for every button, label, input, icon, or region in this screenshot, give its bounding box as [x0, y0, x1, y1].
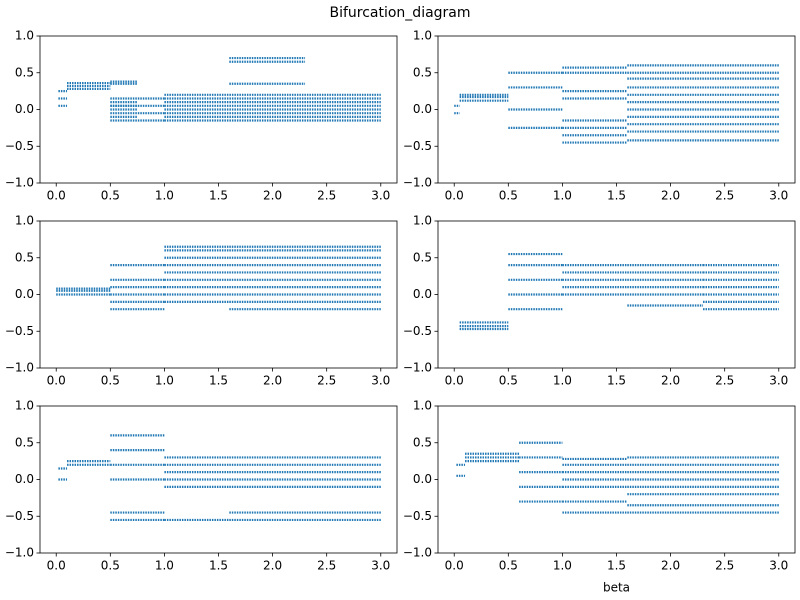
x-tick-label: 1.5	[607, 374, 626, 388]
x-tick-label: 1.0	[553, 559, 572, 573]
y-tick-label: 0.5	[15, 250, 34, 264]
x-tick-label: 1.5	[607, 559, 626, 573]
y-tick-label: 0.0	[15, 102, 34, 116]
x-tick-label: 0.5	[499, 189, 518, 203]
x-tick-label: 0.5	[499, 559, 518, 573]
x-tick-label: 0.0	[445, 189, 464, 203]
y-tick-label: −0.5	[403, 139, 432, 153]
y-tick-label: 1.0	[15, 399, 34, 413]
y-tick-label: 0.0	[413, 102, 432, 116]
x-tick-label: 2.5	[317, 559, 336, 573]
y-tick-label: −1.0	[5, 546, 34, 560]
x-tick-label: 3.0	[769, 559, 788, 573]
x-tick-label: 2.5	[715, 189, 734, 203]
x-tick-label: 0.0	[445, 374, 464, 388]
y-tick-label: −1.0	[5, 176, 34, 190]
figure-title: Bifurcation_diagram	[329, 5, 470, 21]
x-tick-label: 1.5	[209, 189, 228, 203]
y-tick-label: −1.0	[403, 546, 432, 560]
x-tick-label: 2.0	[263, 559, 282, 573]
y-tick-label: 0.0	[413, 472, 432, 486]
x-axis-label: beta	[603, 581, 630, 595]
y-tick-label: 0.0	[15, 287, 34, 301]
x-tick-label: 1.5	[209, 374, 228, 388]
y-tick-label: 0.5	[413, 250, 432, 264]
y-tick-label: −0.5	[5, 509, 34, 523]
y-tick-label: −1.0	[5, 361, 34, 375]
x-tick-label: 2.0	[263, 374, 282, 388]
x-tick-label: 2.0	[263, 189, 282, 203]
x-tick-label: 0.5	[101, 559, 120, 573]
y-tick-label: 1.0	[15, 29, 34, 43]
x-tick-label: 0.5	[499, 374, 518, 388]
x-tick-label: 0.5	[101, 189, 120, 203]
x-tick-label: 1.5	[209, 559, 228, 573]
y-tick-label: 1.0	[413, 29, 432, 43]
x-tick-label: 0.0	[47, 374, 66, 388]
x-tick-label: 2.5	[715, 374, 734, 388]
y-tick-label: −0.5	[5, 324, 34, 338]
y-tick-label: −1.0	[403, 176, 432, 190]
x-tick-label: 0.0	[47, 189, 66, 203]
x-tick-label: 2.5	[715, 559, 734, 573]
x-tick-label: 1.5	[607, 189, 626, 203]
y-tick-label: 0.0	[15, 472, 34, 486]
x-tick-label: 0.0	[445, 559, 464, 573]
x-tick-label: 1.0	[553, 189, 572, 203]
x-tick-label: 1.0	[155, 374, 174, 388]
y-tick-label: 0.5	[15, 435, 34, 449]
y-tick-label: 1.0	[15, 214, 34, 228]
x-tick-label: 2.0	[661, 559, 680, 573]
x-tick-label: 0.5	[101, 374, 120, 388]
x-tick-label: 2.5	[317, 189, 336, 203]
x-tick-label: 2.0	[661, 189, 680, 203]
x-tick-label: 3.0	[371, 189, 390, 203]
x-tick-label: 3.0	[769, 374, 788, 388]
x-tick-label: 1.0	[155, 559, 174, 573]
y-tick-label: 0.0	[413, 287, 432, 301]
x-tick-label: 3.0	[769, 189, 788, 203]
y-tick-label: 0.5	[413, 435, 432, 449]
y-tick-label: −1.0	[403, 361, 432, 375]
x-tick-label: 1.0	[155, 189, 174, 203]
x-tick-label: 3.0	[371, 374, 390, 388]
y-tick-label: 0.5	[413, 65, 432, 79]
y-tick-label: −0.5	[5, 139, 34, 153]
y-tick-label: 1.0	[413, 399, 432, 413]
x-tick-label: 0.0	[47, 559, 66, 573]
y-tick-label: −0.5	[403, 324, 432, 338]
y-tick-label: 1.0	[413, 214, 432, 228]
x-tick-label: 1.0	[553, 374, 572, 388]
x-tick-label: 2.5	[317, 374, 336, 388]
x-tick-label: 3.0	[371, 559, 390, 573]
x-tick-label: 2.0	[661, 374, 680, 388]
y-tick-label: 0.5	[15, 65, 34, 79]
y-tick-label: −0.5	[403, 509, 432, 523]
